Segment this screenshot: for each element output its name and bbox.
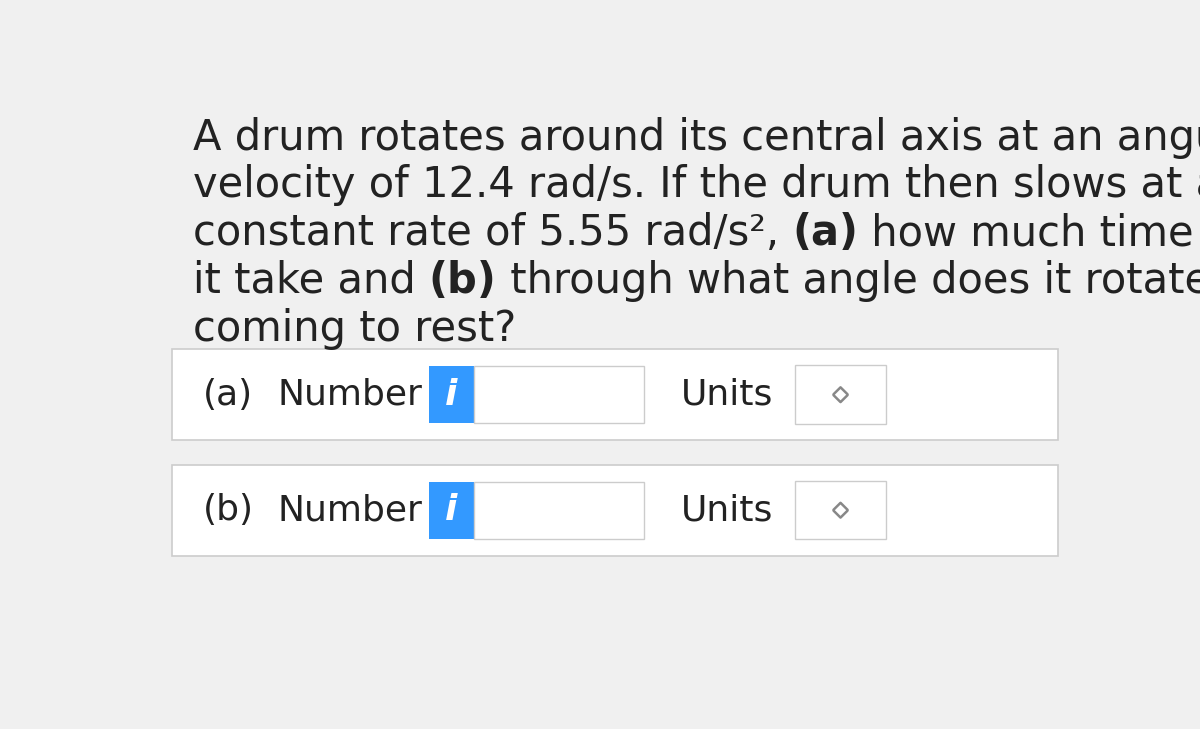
Text: Units: Units [680, 378, 773, 412]
FancyBboxPatch shape [794, 365, 887, 424]
Text: A drum rotates around its central axis at an angular: A drum rotates around its central axis a… [193, 117, 1200, 159]
Text: Number: Number [278, 378, 422, 412]
Text: Units: Units [680, 494, 773, 527]
FancyBboxPatch shape [172, 349, 1058, 440]
FancyBboxPatch shape [150, 87, 1080, 649]
Text: how much time does: how much time does [858, 212, 1200, 254]
FancyBboxPatch shape [172, 465, 1058, 555]
Text: through what angle does it rotate in: through what angle does it rotate in [497, 260, 1200, 302]
FancyBboxPatch shape [474, 482, 644, 539]
Text: Number: Number [278, 494, 422, 527]
FancyBboxPatch shape [430, 482, 474, 539]
Text: (b): (b) [203, 494, 253, 527]
Text: i: i [445, 378, 457, 412]
FancyBboxPatch shape [430, 366, 474, 424]
Text: (b): (b) [428, 260, 497, 302]
FancyBboxPatch shape [474, 366, 644, 424]
Text: constant rate of 5.55 rad/s²,: constant rate of 5.55 rad/s², [193, 212, 792, 254]
Text: i: i [445, 494, 457, 527]
Text: coming to rest?: coming to rest? [193, 308, 516, 350]
FancyBboxPatch shape [794, 481, 887, 539]
Text: (a): (a) [203, 378, 253, 412]
Text: (a): (a) [792, 212, 858, 254]
Text: velocity of 12.4 rad/s. If the drum then slows at a: velocity of 12.4 rad/s. If the drum then… [193, 165, 1200, 206]
Text: it take and: it take and [193, 260, 428, 302]
